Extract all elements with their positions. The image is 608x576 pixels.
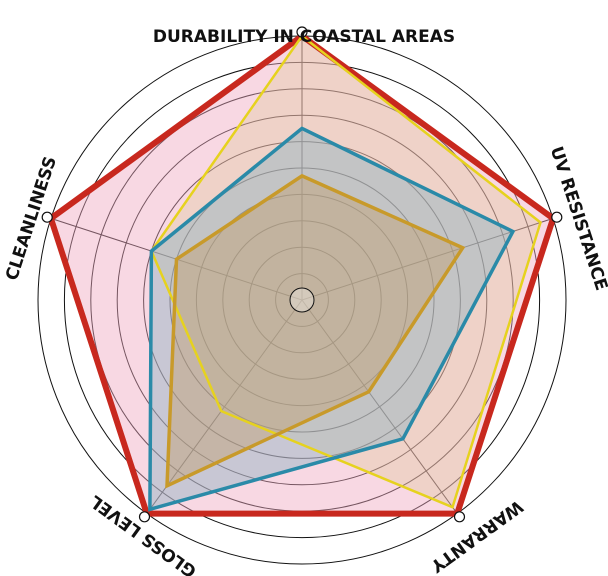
- series-line: [149, 34, 542, 509]
- series-line: [47, 32, 557, 517]
- grid-spoke: [301, 299, 458, 514]
- axis-end-marker: [296, 26, 308, 38]
- axis-end-marker: [551, 211, 563, 223]
- series-line: [148, 126, 516, 512]
- axis-label-durability: DURABILITY IN COASTAL AREAS: [153, 27, 455, 47]
- grid-spoke: [146, 299, 303, 514]
- series-line: [165, 173, 466, 489]
- axis-end-marker: [138, 511, 151, 523]
- center-marker: [289, 287, 315, 313]
- series-area: [149, 128, 513, 510]
- radar-series: [41, 26, 563, 523]
- series-area: [151, 36, 541, 508]
- axis-end-marker: [453, 511, 466, 523]
- axis-end-marker: [41, 211, 53, 223]
- series-area: [167, 175, 463, 486]
